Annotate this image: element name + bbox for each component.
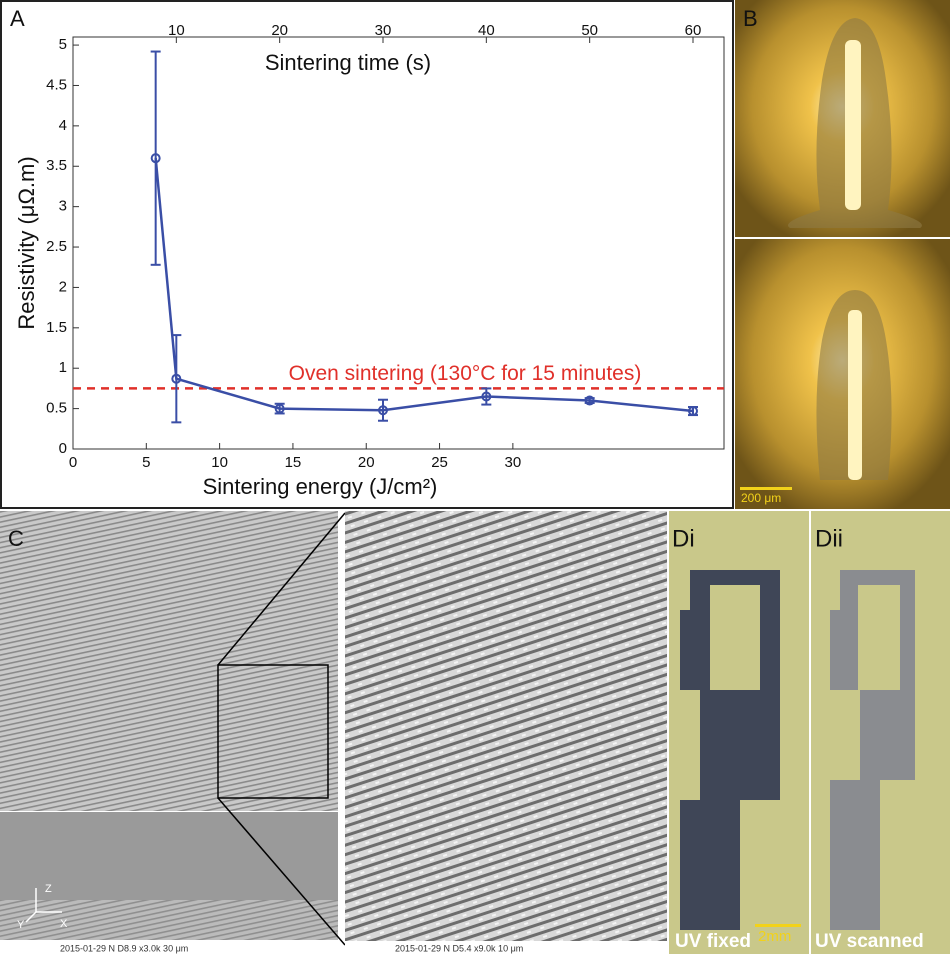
- sem-image: [0, 900, 338, 940]
- caption: UV scanned: [815, 931, 924, 952]
- sem-footer: 2015-01-29 N D8.9 x3.0k 30 μm: [60, 943, 188, 953]
- glow: [845, 40, 861, 210]
- panel-label: C: [8, 526, 24, 551]
- x-tick-label: 60: [685, 22, 702, 39]
- x2-tick-label: 25: [431, 454, 448, 471]
- x-tick-label: 40: [478, 22, 495, 39]
- y-tick-label: 1: [59, 359, 67, 376]
- x2-tick-label: 30: [505, 454, 522, 471]
- panel-b: B 200 μm: [735, 0, 950, 509]
- y-tick-label: 4: [59, 117, 67, 134]
- x2-tick-label: 0: [69, 454, 77, 471]
- y-tick-label: 2: [59, 278, 67, 295]
- y-tick-label: 3.5: [46, 157, 67, 174]
- figure: A 0 0.5 1 1.5 2 2.5 3 3.5 4 4.5 5 10 20 30 40 50 60 0 5 10 15…: [0, 0, 950, 954]
- panel-a-frame: [1, 1, 733, 508]
- axis-letter: X: [60, 918, 68, 930]
- scale-text: 2mm: [758, 928, 791, 945]
- x-tick-label: 50: [581, 22, 598, 39]
- x2-tick-label: 20: [358, 454, 375, 471]
- caption: UV fixed: [675, 931, 751, 952]
- y-tick-label: 0.5: [46, 400, 67, 417]
- y-axis-title: Resistivity (μΩ.m): [14, 156, 39, 329]
- panel-label: Dii: [815, 525, 843, 552]
- sem-image: [0, 511, 338, 811]
- y-tick-label: 3: [59, 198, 67, 215]
- panel-label: B: [743, 6, 758, 31]
- x2-tick-label: 15: [285, 454, 302, 471]
- panel-c: 2015-01-29 N D8.9 x3.0k 30 μm 2015-01-29…: [0, 511, 667, 954]
- panel-label: A: [10, 6, 25, 31]
- reference-label: Oven sintering (130°C for 15 minutes): [289, 362, 642, 385]
- y-tick-label: 1.5: [46, 319, 67, 336]
- scale-bar: [755, 924, 801, 927]
- x2-tick-label: 5: [142, 454, 150, 471]
- x-tick-label: 10: [168, 22, 185, 39]
- x-axis-title: Sintering time (s): [265, 50, 431, 75]
- glow: [848, 310, 862, 480]
- scale-bar: [740, 487, 792, 490]
- panel-d: Di Dii 2mm UV fixed UV scanned: [669, 511, 950, 954]
- y-tick-label: 4.5: [46, 76, 67, 93]
- x2-tick-label: 10: [211, 454, 228, 471]
- x-tick-label: 20: [271, 22, 288, 39]
- axis-letter: Y: [17, 919, 25, 931]
- circuit: [830, 780, 880, 930]
- sem-footer: 2015-01-29 N D5.4 x9.0k 10 μm: [395, 943, 523, 953]
- y-tick-label: 2.5: [46, 238, 67, 255]
- scale-text: 200 μm: [741, 491, 781, 505]
- circuit: [680, 800, 740, 930]
- sem-image: [345, 511, 667, 941]
- axis-letter: Z: [45, 883, 52, 895]
- x-tick-label: 30: [375, 22, 392, 39]
- y-tick-label: 0: [59, 440, 67, 457]
- y-tick-label: 5: [59, 36, 67, 53]
- panel-label: Di: [672, 525, 695, 552]
- x2-axis-title: Sintering energy (J/cm²): [203, 474, 438, 499]
